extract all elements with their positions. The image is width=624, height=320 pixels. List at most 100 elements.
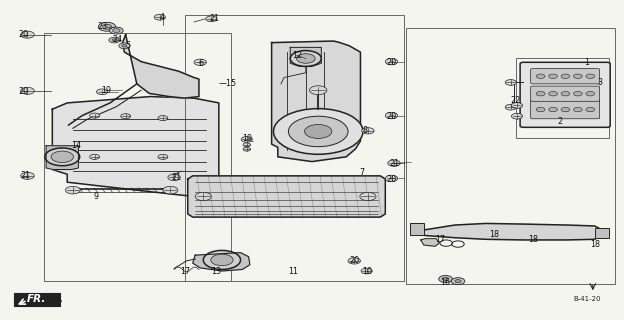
Text: 21: 21 xyxy=(20,172,30,180)
Text: 21: 21 xyxy=(389,159,400,168)
Text: 6: 6 xyxy=(199,59,204,68)
Circle shape xyxy=(21,172,34,179)
Circle shape xyxy=(455,280,461,283)
Circle shape xyxy=(195,192,212,201)
Text: 7: 7 xyxy=(359,168,364,177)
Circle shape xyxy=(112,29,120,33)
Bar xyxy=(516,59,609,139)
Polygon shape xyxy=(46,146,79,170)
Circle shape xyxy=(154,14,165,20)
Text: 24: 24 xyxy=(112,35,122,44)
Circle shape xyxy=(573,107,582,112)
Circle shape xyxy=(305,124,332,139)
Circle shape xyxy=(273,108,363,154)
Circle shape xyxy=(109,27,123,34)
Text: B-41-20: B-41-20 xyxy=(573,296,600,302)
Polygon shape xyxy=(188,176,385,217)
Circle shape xyxy=(548,74,557,78)
Text: 9: 9 xyxy=(94,192,99,201)
Circle shape xyxy=(241,137,252,142)
Circle shape xyxy=(206,16,217,22)
Bar xyxy=(185,15,404,281)
Bar xyxy=(406,28,615,284)
Text: 20: 20 xyxy=(349,256,359,265)
Text: 2: 2 xyxy=(557,117,562,126)
Circle shape xyxy=(21,31,34,38)
Circle shape xyxy=(203,251,241,269)
Circle shape xyxy=(97,89,107,95)
FancyBboxPatch shape xyxy=(14,292,61,306)
Text: 20: 20 xyxy=(19,87,29,96)
Circle shape xyxy=(158,116,168,121)
Text: 1: 1 xyxy=(584,58,589,67)
Text: 3: 3 xyxy=(598,78,603,87)
FancyBboxPatch shape xyxy=(530,69,600,84)
Bar xyxy=(595,228,609,238)
Circle shape xyxy=(442,277,449,281)
Circle shape xyxy=(536,92,545,96)
Circle shape xyxy=(561,107,570,112)
Text: 17: 17 xyxy=(180,267,190,276)
Text: 16: 16 xyxy=(440,278,450,287)
Circle shape xyxy=(561,92,570,96)
Text: 18: 18 xyxy=(489,230,499,239)
Circle shape xyxy=(168,174,180,180)
Circle shape xyxy=(296,54,315,63)
Circle shape xyxy=(586,74,595,78)
Circle shape xyxy=(385,59,397,65)
Circle shape xyxy=(361,268,373,274)
Polygon shape xyxy=(421,239,439,246)
Circle shape xyxy=(536,107,545,112)
Text: 21: 21 xyxy=(171,173,181,182)
Circle shape xyxy=(512,113,522,119)
Text: FR.: FR. xyxy=(27,294,46,304)
Circle shape xyxy=(451,278,465,285)
Circle shape xyxy=(586,92,595,96)
Text: 20: 20 xyxy=(386,174,397,184)
Text: 18: 18 xyxy=(590,240,600,249)
Text: 21: 21 xyxy=(210,14,220,23)
Circle shape xyxy=(45,148,80,166)
Circle shape xyxy=(561,74,570,78)
Circle shape xyxy=(385,175,397,181)
Text: 12: 12 xyxy=(292,51,302,60)
Text: 8: 8 xyxy=(363,126,368,135)
Circle shape xyxy=(90,154,100,159)
Circle shape xyxy=(243,143,250,147)
Circle shape xyxy=(163,186,178,194)
Circle shape xyxy=(505,104,517,110)
Circle shape xyxy=(360,192,376,201)
Text: 14: 14 xyxy=(72,141,82,150)
Circle shape xyxy=(505,80,517,85)
Circle shape xyxy=(112,39,117,41)
Circle shape xyxy=(586,107,595,112)
Circle shape xyxy=(66,186,80,194)
Circle shape xyxy=(573,74,582,78)
Circle shape xyxy=(211,254,233,266)
Circle shape xyxy=(109,37,120,43)
Circle shape xyxy=(102,24,112,29)
Circle shape xyxy=(536,74,545,78)
Circle shape xyxy=(512,103,522,108)
Polygon shape xyxy=(271,41,361,162)
Polygon shape xyxy=(52,97,219,196)
Circle shape xyxy=(51,151,74,163)
Circle shape xyxy=(388,160,400,166)
Text: 11: 11 xyxy=(288,267,298,276)
Circle shape xyxy=(119,43,130,49)
Polygon shape xyxy=(122,35,199,98)
Circle shape xyxy=(348,258,361,264)
FancyBboxPatch shape xyxy=(530,86,600,101)
Circle shape xyxy=(548,107,557,112)
FancyBboxPatch shape xyxy=(530,100,600,119)
Circle shape xyxy=(548,92,557,96)
Circle shape xyxy=(310,86,327,95)
Text: 13: 13 xyxy=(212,267,222,276)
Text: 20: 20 xyxy=(386,112,397,121)
Text: —15: —15 xyxy=(219,79,237,88)
Text: 23: 23 xyxy=(98,22,108,31)
Text: 22: 22 xyxy=(511,96,521,105)
Text: 18: 18 xyxy=(528,236,538,244)
FancyBboxPatch shape xyxy=(520,62,610,127)
Circle shape xyxy=(99,22,115,31)
